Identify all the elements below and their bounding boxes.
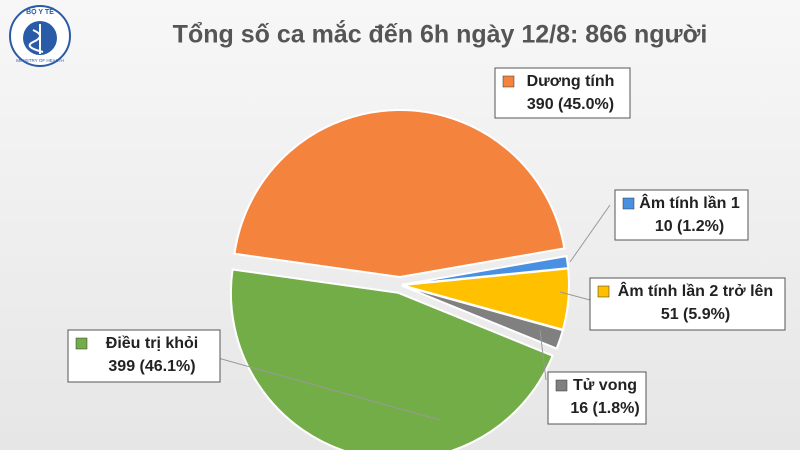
legend-swatch (622, 197, 635, 210)
category-label: Điều trị khỏi (106, 335, 198, 352)
value-label: 16 (1.8%) (570, 400, 639, 417)
label-box (614, 189, 749, 241)
logo-top: BỘ Y TẾ (26, 6, 54, 16)
value-label: 10 (1.2%) (655, 218, 724, 235)
legend-swatch (597, 285, 610, 298)
category-label: Âm tính lần 1 (639, 193, 740, 212)
leader-line (539, 329, 547, 381)
chart-title: Tổng số ca mắc đến 6h ngày 12/8: 866 ngư… (173, 19, 708, 49)
logo-symbol (28, 24, 44, 54)
leader-line (559, 291, 591, 301)
pie-slice (229, 268, 554, 450)
pie-slice (401, 284, 565, 350)
legend-swatch (502, 75, 515, 88)
category-label: Âm tính lần 2 trở lên (618, 281, 773, 300)
value-label: 51 (5.9%) (661, 306, 730, 323)
leader-line (217, 357, 441, 421)
category-label: Dương tính (527, 73, 615, 90)
label-box (589, 277, 786, 331)
category-label: Tử vong (573, 377, 637, 394)
logo-bottom: MINISTRY OF HEALTH (16, 58, 64, 63)
value-label: 390 (45.0%) (527, 96, 614, 113)
leader-line (569, 204, 611, 263)
legend-swatch (75, 337, 88, 350)
pie-slice (233, 109, 566, 279)
legend-swatch (555, 379, 568, 392)
label-box (494, 67, 631, 119)
value-label: 399 (46.1%) (108, 358, 195, 375)
logo: BỘ Y TẾ MINISTRY OF HEALTH (9, 5, 71, 67)
label-box (67, 329, 221, 383)
